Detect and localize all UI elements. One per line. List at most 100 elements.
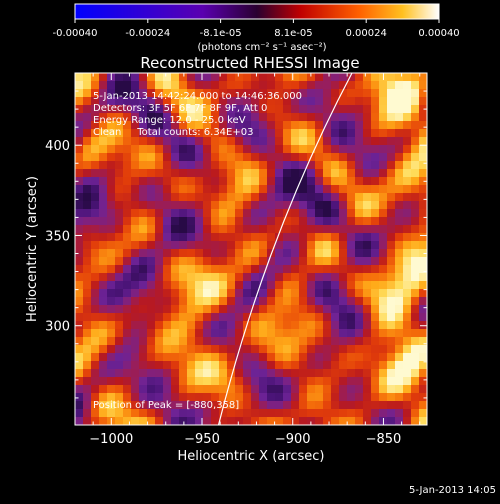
heatmap-cell bbox=[395, 145, 404, 154]
heatmap-cell bbox=[179, 241, 188, 250]
heatmap-cell bbox=[131, 209, 140, 218]
heatmap-cell bbox=[107, 185, 116, 194]
heatmap-cell bbox=[291, 385, 300, 394]
heatmap-cell bbox=[339, 393, 348, 402]
heatmap-cell bbox=[291, 313, 300, 322]
heatmap-cell bbox=[379, 97, 388, 106]
heatmap-cell bbox=[163, 249, 172, 258]
heatmap-cell bbox=[267, 281, 276, 290]
heatmap-cell bbox=[107, 409, 116, 418]
heatmap-cell bbox=[171, 89, 180, 98]
heatmap-cell bbox=[155, 281, 164, 290]
heatmap-cell bbox=[115, 313, 124, 322]
heatmap-cell bbox=[363, 121, 372, 130]
heatmap-cell bbox=[363, 297, 372, 306]
heatmap-cell bbox=[147, 345, 156, 354]
heatmap-cell bbox=[195, 385, 204, 394]
heatmap-cell bbox=[307, 257, 316, 266]
heatmap-cell bbox=[99, 137, 108, 146]
heatmap-cell bbox=[203, 377, 212, 386]
heatmap-cell bbox=[115, 337, 124, 346]
heatmap-cell bbox=[131, 193, 140, 202]
heatmap-cell bbox=[115, 201, 124, 210]
heatmap-cell bbox=[275, 193, 284, 202]
colorbar-tick-label: -0.00040 bbox=[53, 28, 98, 39]
heatmap-cell bbox=[147, 337, 156, 346]
heatmap-cell bbox=[139, 409, 148, 418]
heatmap-cell bbox=[147, 97, 156, 106]
heatmap-cell bbox=[163, 73, 172, 82]
heatmap-cell bbox=[99, 361, 108, 370]
heatmap-cell bbox=[379, 193, 388, 202]
heatmap-cell bbox=[187, 329, 196, 338]
heatmap-cell bbox=[299, 369, 308, 378]
heatmap-cell bbox=[363, 273, 372, 282]
heatmap-cell bbox=[147, 233, 156, 242]
heatmap-cell bbox=[91, 185, 100, 194]
heatmap-cell bbox=[323, 193, 332, 202]
heatmap-cell bbox=[147, 377, 156, 386]
heatmap-cell bbox=[315, 377, 324, 386]
heatmap-cell bbox=[147, 81, 156, 90]
heatmap-cell bbox=[139, 265, 148, 274]
heatmap-cell bbox=[379, 385, 388, 394]
heatmap-cell bbox=[363, 193, 372, 202]
heatmap-cell bbox=[219, 369, 228, 378]
heatmap-cell bbox=[315, 265, 324, 274]
heatmap-cell bbox=[115, 137, 124, 146]
heatmap-cell bbox=[115, 385, 124, 394]
heatmap-cell bbox=[323, 113, 332, 122]
heatmap-cell bbox=[123, 377, 132, 386]
heatmap-cell bbox=[179, 409, 188, 418]
heatmap-cell bbox=[99, 145, 108, 154]
heatmap-cell bbox=[395, 241, 404, 250]
heatmap-cell bbox=[299, 241, 308, 250]
info-energy-range: Energy Range: 12.0 - 25.0 keV bbox=[93, 115, 246, 126]
heatmap-cell bbox=[83, 225, 92, 234]
heatmap-cell bbox=[99, 265, 108, 274]
heatmap-cell bbox=[163, 193, 172, 202]
heatmap-cell bbox=[355, 281, 364, 290]
heatmap-cell bbox=[243, 273, 252, 282]
heatmap-cell bbox=[331, 417, 340, 425]
heatmap-cell bbox=[187, 361, 196, 370]
heatmap-cell bbox=[155, 337, 164, 346]
heatmap-cell bbox=[275, 361, 284, 370]
heatmap-cell bbox=[75, 409, 84, 418]
heatmap-cell bbox=[251, 417, 260, 425]
heatmap-cell bbox=[91, 297, 100, 306]
heatmap-cell bbox=[411, 313, 420, 322]
heatmap-cell bbox=[363, 385, 372, 394]
heatmap-cell bbox=[299, 97, 308, 106]
heatmap-cell bbox=[267, 393, 276, 402]
heatmap-cell bbox=[259, 169, 268, 178]
heatmap-cell bbox=[131, 297, 140, 306]
heatmap-cell bbox=[219, 113, 228, 122]
heatmap-cell bbox=[403, 249, 412, 258]
heatmap-cell bbox=[115, 273, 124, 282]
heatmap-cell bbox=[411, 121, 420, 130]
heatmap-cell bbox=[107, 241, 116, 250]
heatmap-cell bbox=[355, 209, 364, 218]
heatmap-cell bbox=[99, 161, 108, 170]
heatmap-cell bbox=[91, 393, 100, 402]
heatmap-cell bbox=[75, 385, 84, 394]
heatmap-cell bbox=[211, 225, 220, 234]
heatmap-cell bbox=[339, 169, 348, 178]
heatmap-cell bbox=[243, 297, 252, 306]
heatmap-cell bbox=[139, 289, 148, 298]
heatmap-cell bbox=[403, 185, 412, 194]
heatmap-cell bbox=[323, 297, 332, 306]
heatmap-cell bbox=[283, 225, 292, 234]
heatmap-cell bbox=[227, 193, 236, 202]
heatmap-cell bbox=[195, 193, 204, 202]
heatmap-cell bbox=[347, 249, 356, 258]
heatmap-cell bbox=[235, 369, 244, 378]
heatmap-cell bbox=[379, 121, 388, 130]
heatmap-cell bbox=[131, 121, 140, 130]
heatmap-cell bbox=[107, 305, 116, 314]
heatmap-cell bbox=[179, 177, 188, 186]
heatmap-cell bbox=[267, 209, 276, 218]
heatmap-cell bbox=[123, 409, 132, 418]
heatmap-cell bbox=[299, 409, 308, 418]
